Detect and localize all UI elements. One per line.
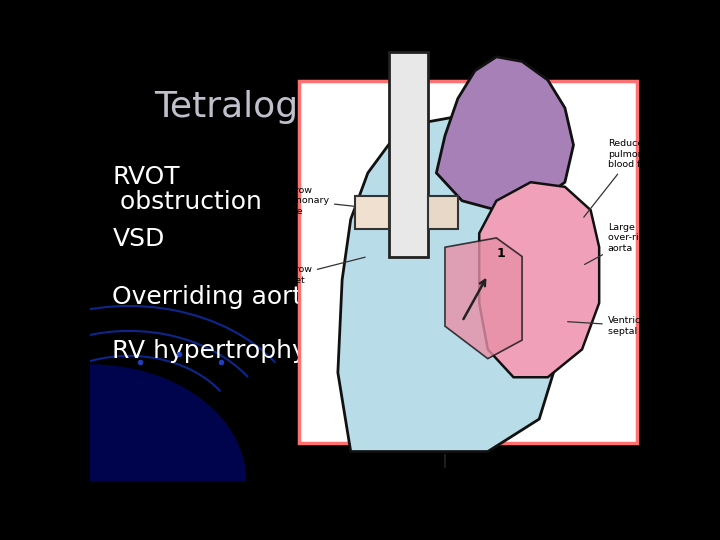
Polygon shape <box>338 117 565 451</box>
Text: Thick right ventricle: Thick right ventricle <box>406 469 510 480</box>
Text: RVOT
 obstruction: RVOT obstruction <box>112 165 262 214</box>
Polygon shape <box>445 238 522 359</box>
Bar <box>390 52 428 256</box>
Bar <box>355 196 390 228</box>
Text: Overriding aorta: Overriding aorta <box>112 285 318 309</box>
Text: Large
over-rid ng
aorta: Large over-rid ng aorta <box>585 223 660 265</box>
Text: 1: 1 <box>496 246 505 260</box>
Text: RV hypertrophy: RV hypertrophy <box>112 339 307 363</box>
Circle shape <box>0 364 246 540</box>
FancyBboxPatch shape <box>300 82 637 443</box>
Polygon shape <box>436 57 574 210</box>
Text: Narrow
outlet: Narrow outlet <box>278 257 365 285</box>
Text: Ventricular
septal defect: Ventricular septal defect <box>567 316 670 336</box>
Bar <box>428 196 458 228</box>
Text: Tetralogy of Fallot (TOF): Tetralogy of Fallot (TOF) <box>154 90 584 124</box>
Text: Narrow
pulmonary
valve: Narrow pulmonary valve <box>278 186 387 215</box>
Polygon shape <box>480 182 599 377</box>
Text: VSD: VSD <box>112 227 165 251</box>
Text: Reduced
pulmonary
blood flow: Reduced pulmonary blood flow <box>584 139 659 217</box>
